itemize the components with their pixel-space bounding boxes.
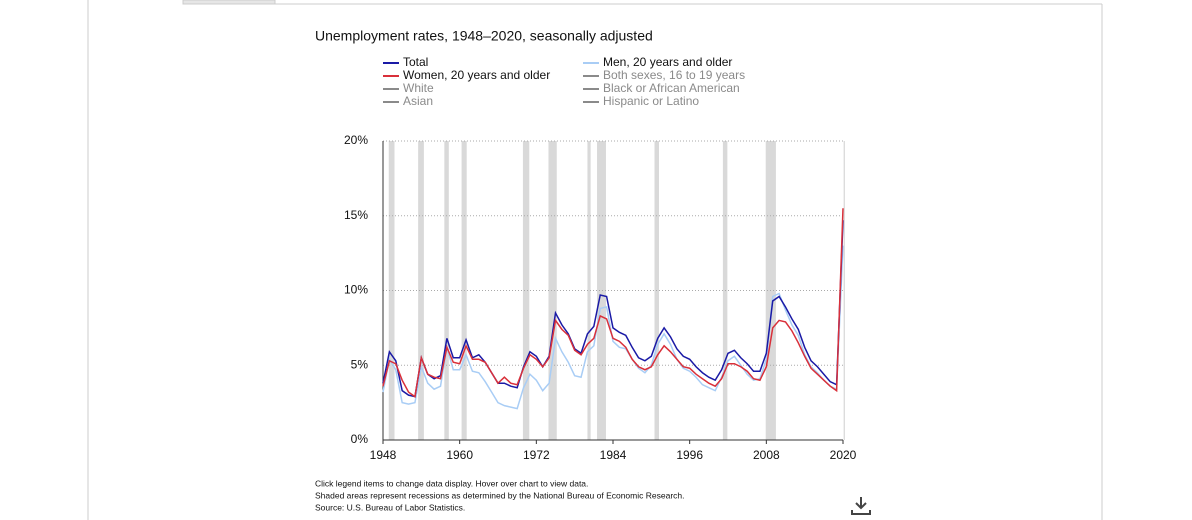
- legend-label: Hispanic or Latino: [603, 94, 699, 108]
- footnote: Shaded areas represent recessions as det…: [315, 490, 684, 500]
- legend-item[interactable]: Asian: [383, 94, 433, 108]
- legend-label: Both sexes, 16 to 19 years: [603, 68, 745, 82]
- legend-label: Asian: [403, 94, 433, 108]
- x-tick-label: 1996: [676, 448, 703, 462]
- legend-item[interactable]: Men, 20 years and older: [583, 55, 732, 69]
- legend-label: Black or African American: [603, 81, 740, 95]
- series-line: [382, 245, 844, 410]
- legend-item[interactable]: Total: [383, 55, 428, 69]
- legend-label: Women, 20 years and older: [403, 68, 550, 82]
- recession-band: [418, 141, 424, 440]
- tab[interactable]: [182, 0, 276, 5]
- legend-item[interactable]: Black or African American: [583, 81, 740, 95]
- legend-label: Men, 20 years and older: [603, 55, 732, 69]
- legend-item[interactable]: Hispanic or Latino: [583, 94, 699, 108]
- x-tick-label: 1960: [446, 448, 473, 462]
- y-tick-label: 5%: [351, 357, 369, 371]
- recession-band: [587, 141, 591, 440]
- y-tick-label: 20%: [344, 133, 368, 147]
- series-line: [382, 220, 844, 398]
- x-tick-label: 2020: [830, 448, 857, 462]
- x-tick-label: 2008: [753, 448, 780, 462]
- chart-title: Unemployment rates, 1948–2020, seasonall…: [315, 28, 653, 44]
- series-line: [382, 208, 844, 398]
- recession-band: [548, 141, 557, 440]
- download-icon[interactable]: [851, 497, 871, 515]
- legend-item[interactable]: White: [383, 81, 434, 95]
- legend-label: Total: [403, 55, 428, 69]
- recession-band: [388, 141, 395, 440]
- legend-item[interactable]: Women, 20 years and older: [383, 68, 550, 82]
- footnote: Click legend items to change data displa…: [315, 478, 588, 488]
- x-tick-label: 1972: [523, 448, 550, 462]
- legend-item[interactable]: Both sexes, 16 to 19 years: [583, 68, 745, 82]
- x-tick-label: 1948: [370, 448, 397, 462]
- x-tick-label: 1984: [600, 448, 627, 462]
- footnote: Source: U.S. Bureau of Labor Statistics.: [315, 502, 465, 512]
- recession-band: [843, 141, 845, 440]
- y-tick-label: 10%: [344, 283, 368, 297]
- y-tick-label: 15%: [344, 208, 368, 222]
- recession-band: [597, 141, 606, 440]
- y-tick-label: 0%: [351, 432, 369, 446]
- recession-band: [522, 141, 530, 440]
- legend-label: White: [403, 81, 434, 95]
